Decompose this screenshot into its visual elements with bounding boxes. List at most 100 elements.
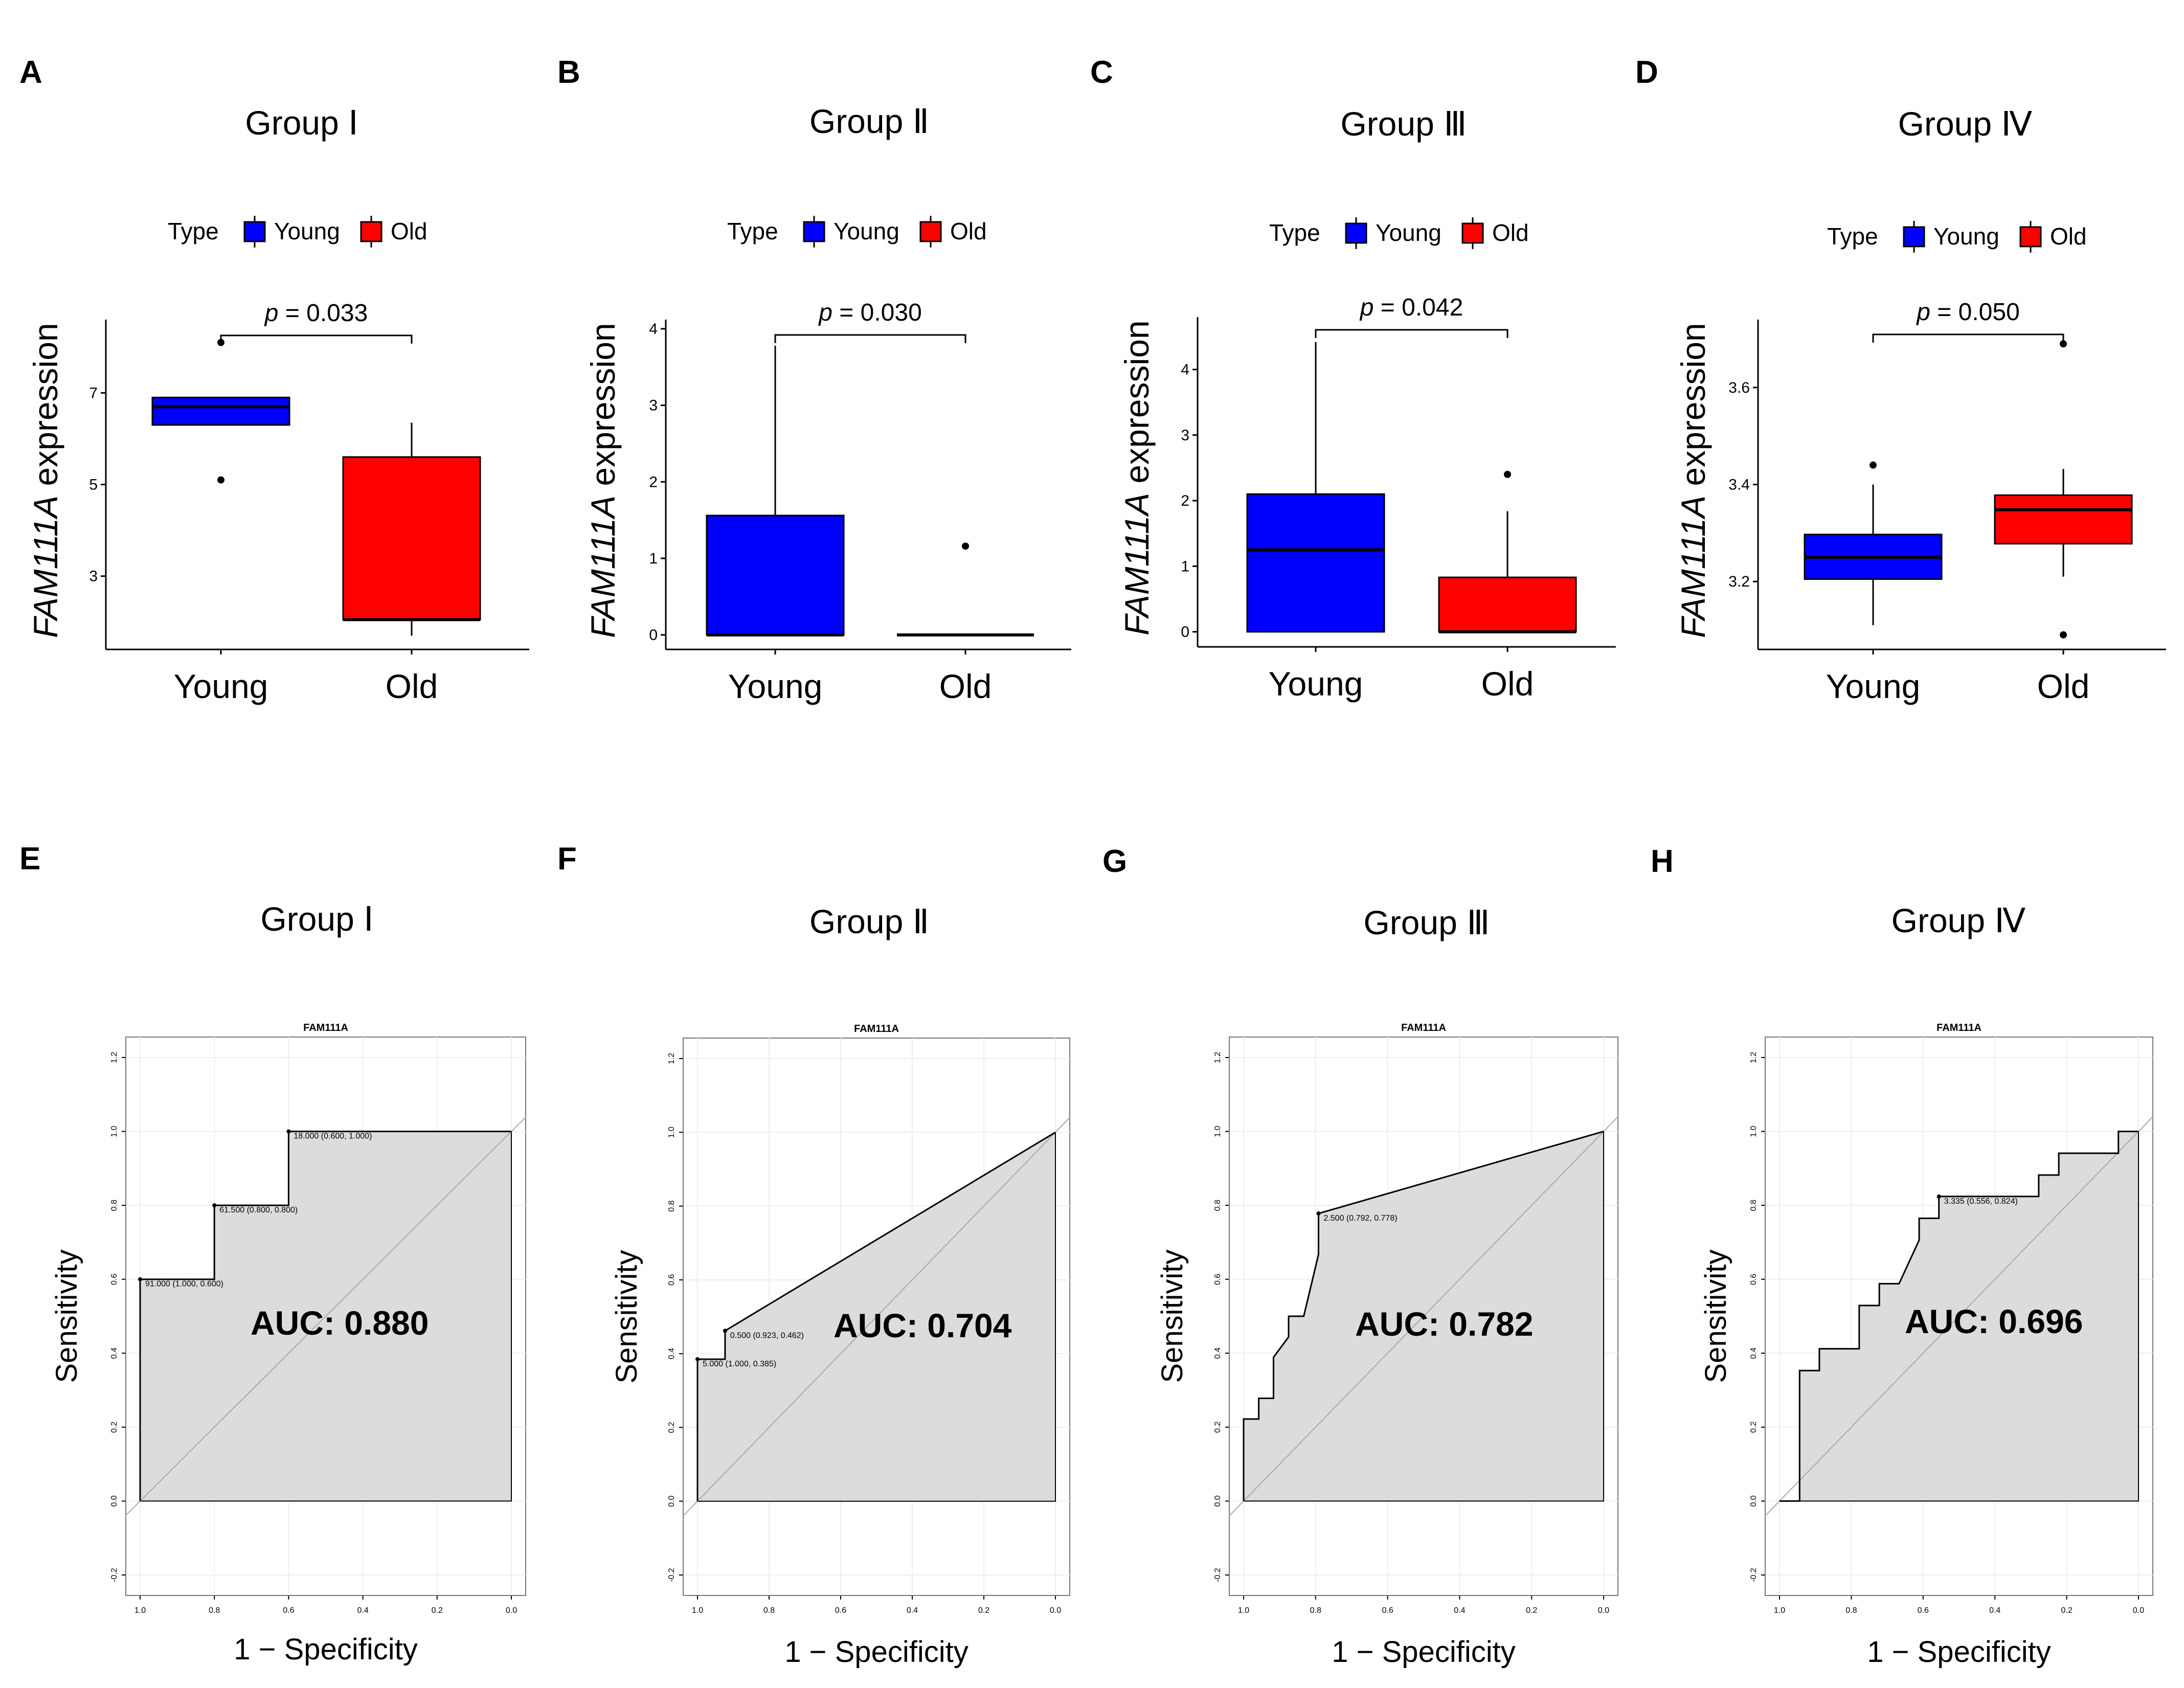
threshold-label: 2.500 (0.792, 0.778) <box>1323 1214 1397 1223</box>
threshold-point <box>695 1357 700 1361</box>
x-tick-label: 0.4 <box>1989 1606 2000 1615</box>
x-tick-label: 0.0 <box>2133 1606 2144 1615</box>
reference-diagonal <box>683 1117 1070 1517</box>
x-tick-label: 1.0 <box>1238 1606 1249 1615</box>
threshold-label: 5.000 (1.000, 0.385) <box>703 1360 776 1368</box>
auc-label: AUC: 0.782 <box>1355 1305 1533 1343</box>
group-title: Group Ⅱ <box>809 102 929 140</box>
category-label: Young <box>728 667 823 705</box>
p-number: = 0.030 <box>832 299 922 326</box>
category-label: Young <box>174 667 268 705</box>
group-title: Group Ⅲ <box>1340 105 1467 143</box>
y-tick-label: 0.0 <box>110 1495 119 1506</box>
x-tick-label: 1.0 <box>134 1606 146 1615</box>
x-tick-label: 0.2 <box>432 1606 443 1615</box>
legend-title: Type <box>727 218 778 244</box>
p-symbol: p <box>264 300 279 327</box>
panel-label: C <box>1090 55 1113 90</box>
p-symbol: p <box>818 299 832 326</box>
x-tick-label: 0.0 <box>1598 1606 1609 1615</box>
p-number: = 0.033 <box>278 300 368 327</box>
box-young <box>1246 342 1385 633</box>
y-tick-label: 0.2 <box>1213 1422 1222 1433</box>
threshold-point <box>286 1129 291 1134</box>
y-tick-label: 1.0 <box>110 1126 119 1137</box>
roc-plot-title: FAM111A <box>1401 1022 1446 1033</box>
threshold-point <box>1316 1211 1321 1216</box>
panel-label: G <box>1102 844 1127 879</box>
y-tick-label: 0.0 <box>1213 1495 1222 1506</box>
legend-key-young <box>803 221 825 242</box>
box-old <box>1994 340 2133 639</box>
y-tick-label: 0.6 <box>667 1274 676 1286</box>
y-axis-title-rest: expression <box>27 323 64 496</box>
y-tick-label: 4 <box>649 321 658 337</box>
legend: Type Young Old <box>1827 221 2087 253</box>
y-tick-label: 0.8 <box>1749 1200 1758 1211</box>
x-axis-title: 1 − Specificity <box>234 1633 417 1666</box>
box-young <box>1804 461 1943 625</box>
auc-label: AUC: 0.880 <box>251 1304 429 1342</box>
y-tick-label: 2 <box>1181 492 1189 509</box>
threshold-label: 0.500 (0.923, 0.462) <box>730 1331 804 1340</box>
legend: Type Young Old <box>727 216 987 247</box>
y-tick-label: 1 <box>649 550 658 567</box>
y-tick-label: 3 <box>1181 427 1189 444</box>
roc-plot-title: FAM111A <box>854 1023 899 1034</box>
y-tick-label: 3 <box>89 568 98 585</box>
x-tick-label: 0.6 <box>1382 1606 1393 1615</box>
roc-curve <box>1243 1131 1604 1501</box>
y-tick-label: 3.4 <box>1728 477 1750 493</box>
p-value-label: p = 0.042 <box>1359 294 1463 321</box>
p-symbol: p <box>1916 299 1930 326</box>
legend: Type Young Old <box>168 216 427 247</box>
boxplot-panel-b: B Group Ⅱ Type Young Old 0 1 2 3 4 FAM111A express… <box>557 55 1071 705</box>
y-tick-label: 0.8 <box>1213 1200 1222 1211</box>
panel-label: E <box>19 841 40 876</box>
roc-panel-h: H Group Ⅳ FAM111A 3.335 (0.556, 0.824) 1.0 0.… <box>1651 844 2153 1669</box>
y-axis-title: FAM111A expression <box>1118 320 1156 635</box>
y-axis-title: Sensitivity <box>50 1249 83 1383</box>
y-tick-label: 1.0 <box>667 1127 676 1138</box>
y-tick-label: 7 <box>89 385 98 401</box>
box-old <box>897 542 1034 637</box>
reference-diagonal <box>125 1116 527 1517</box>
box-old <box>1438 470 1577 634</box>
y-axis-title: Sensitivity <box>610 1250 643 1383</box>
x-tick-label: 0.6 <box>835 1606 846 1615</box>
y-tick-label: 3.6 <box>1728 379 1750 396</box>
legend-title: Type <box>1269 219 1320 246</box>
outlier-point <box>2060 340 2067 348</box>
boxplot-panel-c: C Group Ⅲ Type Young Old 0 1 2 3 4 FAM111A express… <box>1090 55 1616 703</box>
category-label: Old <box>386 667 438 705</box>
legend-label-old: Old <box>950 218 987 244</box>
category-label: Young <box>1826 667 1921 705</box>
group-title: Group Ⅰ <box>260 900 373 938</box>
roc-plot-title: FAM111A <box>1937 1022 1982 1033</box>
outlier-point <box>1504 470 1511 478</box>
roc-panel-e: E Group Ⅰ FAM111A 91.000 (1.000, 0.600) 61.5… <box>19 841 527 1666</box>
auc-label: AUC: 0.696 <box>1905 1302 2083 1340</box>
group-title: Group Ⅳ <box>1898 105 2033 143</box>
x-axis-title: 1 − Specificity <box>784 1635 968 1669</box>
legend-label-old: Old <box>2050 223 2087 250</box>
roc-curve <box>1780 1131 2138 1502</box>
y-axis-title: Sensitivity <box>1156 1249 1189 1383</box>
y-tick-label: 0.8 <box>110 1200 119 1211</box>
legend-key-old <box>360 221 382 242</box>
y-tick-label: 1.0 <box>1213 1126 1222 1137</box>
box-body <box>1246 493 1385 633</box>
legend-label-old: Old <box>1492 219 1529 246</box>
y-axis-title: Sensitivity <box>1699 1249 1732 1383</box>
threshold-point <box>212 1203 217 1208</box>
roc-panel-g: G Group Ⅲ FAM111A 2.500 (0.792, 0.778) 1.0 0.… <box>1102 844 1618 1669</box>
legend-label-young: Young <box>834 218 899 244</box>
legend-label-young: Young <box>274 218 340 244</box>
threshold-label: 18.000 (0.600, 1.000) <box>294 1132 372 1141</box>
legend-key-old <box>1461 222 1484 244</box>
y-axis-title-rest: expression <box>584 323 622 496</box>
y-tick-label: 0.4 <box>1749 1347 1758 1359</box>
x-tick-label: 0.4 <box>357 1606 368 1615</box>
y-axis-title-gene: FAM111A <box>1118 493 1156 636</box>
